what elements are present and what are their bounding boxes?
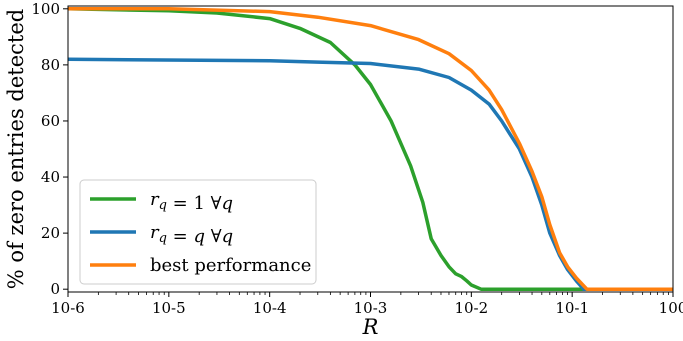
series-line-3 (68, 7, 673, 291)
y-tick-label: 20 (41, 224, 60, 242)
x-tick-label: 100 (659, 299, 683, 317)
series-line-1 (67, 7, 673, 291)
x-tick-label: 10-2 (454, 299, 488, 317)
legend-label: rq = 1 ∀q (150, 189, 233, 214)
legend-label: best performance (150, 255, 311, 276)
x-axis-ticks: 10-6 10-5 10-4 10-3 10-2 10-1 100 (51, 292, 683, 317)
series-lines (67, 7, 673, 291)
y-tick-label: 100 (31, 0, 60, 18)
y-axis-ticks: 0 20 40 60 80 100 (31, 0, 68, 298)
x-tick-label: 10-5 (152, 299, 186, 317)
x-axis-label: R (362, 315, 379, 339)
x-tick-label: 10-1 (555, 299, 589, 317)
x-tick-label: 10-4 (253, 299, 287, 317)
x-tick-label: 10-6 (51, 299, 85, 317)
legend: rq = 1 ∀q rq = q ∀q best performance (79, 179, 317, 285)
x-tick-label: 10-3 (354, 299, 388, 317)
y-tick-label: 0 (50, 280, 60, 298)
y-tick-label: 60 (41, 112, 60, 130)
y-tick-label: 40 (41, 168, 60, 186)
y-tick-label: 80 (41, 56, 60, 74)
legend-label: rq = q ∀q (150, 222, 233, 247)
y-axis-label: % of zero entries detected (4, 9, 28, 289)
legend-box (79, 179, 317, 285)
